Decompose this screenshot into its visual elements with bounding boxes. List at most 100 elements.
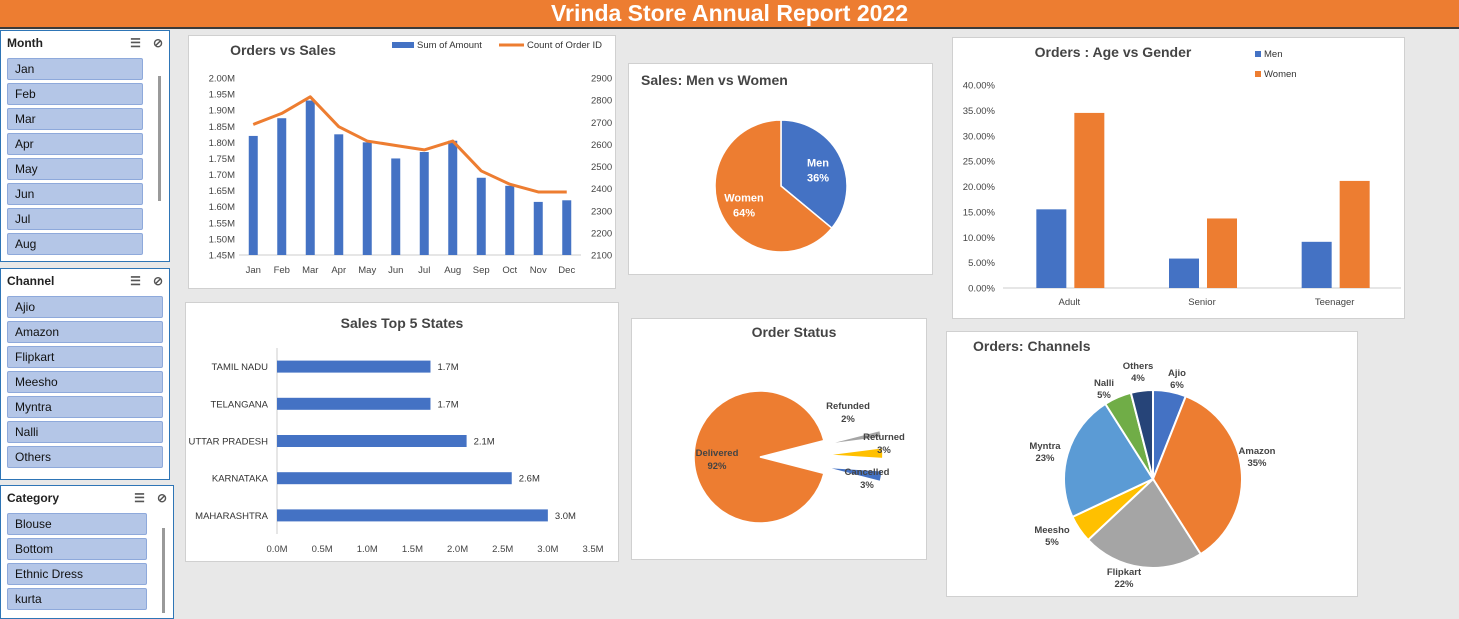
sales-bar	[305, 100, 315, 255]
data-label: 2.1M	[474, 437, 495, 448]
scrollbar[interactable]	[158, 76, 161, 201]
x-tick-label: 2.0M	[447, 544, 468, 555]
bar-men	[1301, 241, 1332, 288]
state-label: TELANGANA	[210, 399, 268, 410]
pie-slice	[823, 429, 883, 446]
slice-value: 4%	[1131, 373, 1145, 384]
x-tick-label: Aug	[444, 265, 461, 276]
x-tick-label: Apr	[331, 265, 346, 276]
data-label: 3.0M	[555, 511, 576, 522]
y-tick-label: 25.00%	[963, 157, 996, 168]
top5-states-chart: Sales Top 5 States TAMIL NADU 1.7M TELANGAN…	[188, 315, 603, 555]
slice-label: Others	[1123, 361, 1154, 372]
slicer-item[interactable]: Ethnic Dress	[7, 563, 147, 585]
slicer-item[interactable]: Ajio	[7, 296, 163, 318]
slicer-title: Month	[7, 36, 43, 50]
legend-swatch	[392, 42, 414, 48]
legend-label: Women	[1264, 69, 1297, 80]
sales-bar	[277, 118, 287, 256]
sales-bar	[391, 158, 401, 255]
order-status-chart: Order Status Delivered 92% Refunded 2% Return…	[693, 324, 905, 524]
legend-label: Sum of Amount	[417, 40, 482, 51]
x-tick-label: 0.5M	[312, 544, 333, 555]
slicer-item[interactable]: Aug	[7, 233, 143, 255]
slice-value: 22%	[1114, 579, 1134, 590]
sales-bar	[248, 135, 258, 255]
sales-bar	[362, 142, 372, 255]
y-tick-label: 20.00%	[963, 182, 996, 193]
y-tick-label: 30.00%	[963, 131, 996, 142]
slicer-item[interactable]: Nalli	[7, 421, 163, 443]
multi-select-icon[interactable]: ☰	[130, 36, 141, 50]
y-tick-label: 5.00%	[968, 258, 995, 269]
state-bar	[277, 509, 548, 522]
y-left-tick-label: 1.80M	[209, 138, 235, 149]
slicer-item[interactable]: Amazon	[7, 321, 163, 343]
slice-label: Myntra	[1029, 441, 1061, 452]
x-tick-label: 1.0M	[357, 544, 378, 555]
bar-men	[1036, 209, 1067, 288]
y-tick-label: 10.00%	[963, 233, 996, 244]
slice-value: 6%	[1170, 380, 1184, 391]
state-bar	[277, 472, 512, 485]
legend-label: Men	[1264, 49, 1282, 60]
y-left-tick-label: 1.50M	[209, 234, 235, 245]
slicer-item[interactable]: Apr	[7, 133, 143, 155]
y-right-tick-label: 2900	[591, 74, 612, 85]
x-tick-label: 1.5M	[402, 544, 423, 555]
clear-filter-icon[interactable]: ⊘	[156, 491, 167, 505]
slicer-item[interactable]: Jan	[7, 58, 143, 80]
pie-slice	[1129, 388, 1154, 480]
clear-filter-icon[interactable]: ⊘	[152, 274, 163, 288]
month-slicer: Month ☰ ⊘ Jan Feb Mar Apr May Jun Jul Aug	[0, 30, 170, 262]
y-left-tick-label: 1.75M	[209, 154, 235, 165]
chart-title: Sales Top 5 States	[341, 315, 464, 331]
x-tick-label: Jun	[388, 265, 403, 276]
y-left-tick-label: 1.60M	[209, 202, 235, 213]
orders-channels-card: Orders: Channels Ajio 6% Amazon 35% Flipkart 2…	[946, 331, 1358, 597]
x-tick-label: Senior	[1188, 297, 1215, 308]
bar-women	[1339, 180, 1370, 288]
chart-title: Orders vs Sales	[230, 42, 336, 58]
clear-filter-icon[interactable]: ⊘	[152, 36, 163, 50]
x-tick-label: Jan	[246, 265, 261, 276]
y-left-tick-label: 1.95M	[209, 90, 235, 101]
y-left-tick-label: 1.70M	[209, 170, 235, 181]
multi-select-icon[interactable]: ☰	[130, 274, 141, 288]
pie-slice	[824, 446, 884, 460]
multi-select-icon[interactable]: ☰	[134, 491, 145, 505]
sales-men-women-chart: Sales: Men vs Women Men 36% Women 64%	[641, 72, 848, 253]
slicer-item[interactable]: Bottom	[7, 538, 147, 560]
pie-slice	[824, 466, 883, 483]
x-tick-label: Sep	[473, 265, 490, 276]
order-status-card: Order Status Delivered 92% Refunded 2% Return…	[631, 318, 927, 560]
pie-slice	[693, 390, 825, 524]
scrollbar[interactable]	[162, 528, 165, 613]
slicer-item[interactable]: Others	[7, 446, 163, 468]
y-tick-label: 40.00%	[963, 81, 996, 92]
slicer-item[interactable]: Meesho	[7, 371, 163, 393]
state-bar	[277, 397, 431, 410]
slicer-item[interactable]: kurta	[7, 588, 147, 610]
x-tick-label: 3.0M	[537, 544, 558, 555]
x-tick-label: Teenager	[1315, 297, 1355, 308]
slice-value: 2%	[841, 414, 855, 425]
slicer-item[interactable]: Jun	[7, 183, 143, 205]
slice-label: Meesho	[1034, 525, 1070, 536]
slice-label: Women	[724, 192, 764, 204]
sales-men-women-card: Sales: Men vs Women Men 36% Women 64%	[628, 63, 933, 275]
slicer-item[interactable]: Myntra	[7, 396, 163, 418]
report-title: Vrinda Store Annual Report 2022	[0, 0, 1459, 29]
legend-label: Count of Order ID	[527, 40, 602, 51]
x-tick-label: 2.5M	[492, 544, 513, 555]
slice-value: 23%	[1035, 453, 1055, 464]
orders-channels-chart: Orders: ChannelsAjio6%Amazon35%Flipkart2…	[973, 338, 1276, 590]
slicer-item[interactable]: Mar	[7, 108, 143, 130]
slicer-item[interactable]: Flipkart	[7, 346, 163, 368]
y-right-tick-label: 2800	[591, 96, 612, 107]
slicer-item[interactable]: Blouse	[7, 513, 147, 535]
slicer-item[interactable]: Jul	[7, 208, 143, 230]
x-tick-label: 3.5M	[582, 544, 603, 555]
slicer-item[interactable]: May	[7, 158, 143, 180]
slicer-item[interactable]: Feb	[7, 83, 143, 105]
